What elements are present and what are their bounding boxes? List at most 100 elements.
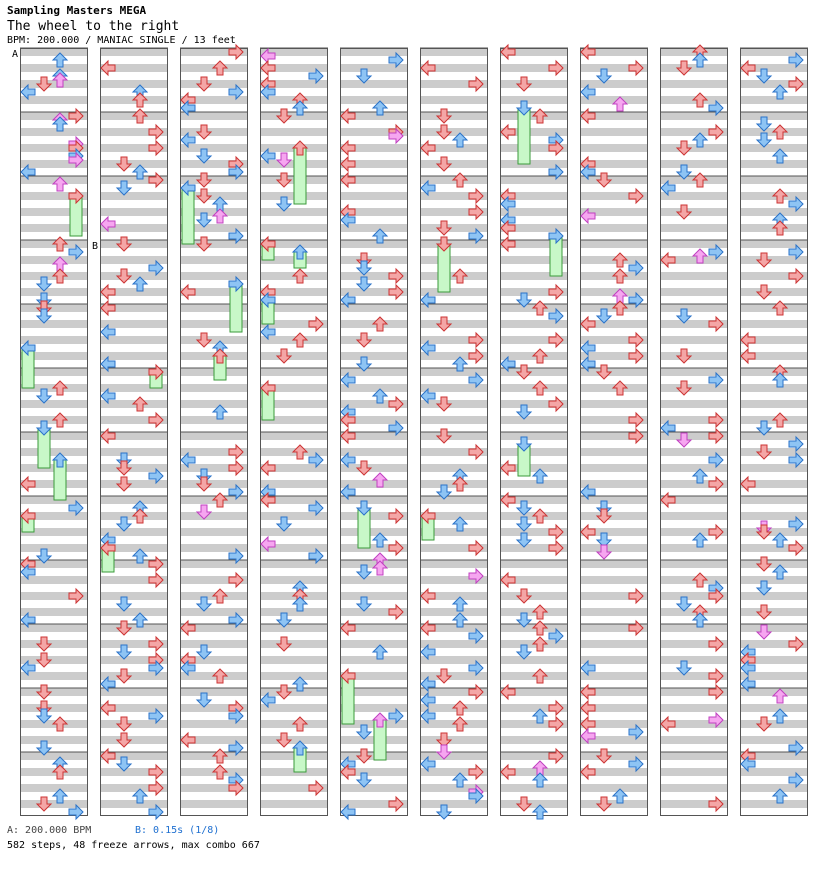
arrow-left-icon (340, 803, 356, 821)
beat-stripe (260, 784, 328, 792)
beat-stripe (260, 400, 328, 408)
arrow-up-icon (291, 676, 309, 692)
beat-stripe (420, 256, 488, 264)
arrow-up-icon (211, 492, 229, 508)
arrow-up-icon (771, 300, 789, 316)
beat-stripe (20, 736, 88, 744)
arrow-down-icon (275, 172, 293, 188)
beat-stripe (420, 304, 488, 312)
arrow-down-icon (355, 68, 373, 84)
arrow-down-icon (355, 460, 373, 476)
arrow-right-icon (548, 163, 564, 181)
beat-stripe (100, 384, 168, 392)
beat-stripe (20, 784, 88, 792)
chart-column (740, 48, 808, 816)
chart-column (260, 48, 328, 816)
beat-stripe (180, 432, 248, 440)
arrow-right-icon (228, 275, 244, 293)
arrow-left-icon (420, 139, 436, 157)
arrow-left-icon (20, 611, 36, 629)
arrow-up-icon (691, 612, 709, 628)
arrow-up-icon (291, 140, 309, 156)
arrow-left-icon (420, 619, 436, 637)
arrow-down-icon (595, 172, 613, 188)
arrow-up-icon (531, 300, 549, 316)
arrow-left-icon (660, 251, 676, 269)
beat-stripe (100, 320, 168, 328)
beat-stripe (100, 800, 168, 808)
arrow-left-icon (500, 43, 516, 61)
arrow-left-icon (340, 619, 356, 637)
beat-stripe (20, 640, 88, 648)
arrow-up-icon (451, 772, 469, 788)
beat-stripe (180, 416, 248, 424)
beat-stripe (100, 528, 168, 536)
beat-stripe (180, 128, 248, 136)
arrow-right-icon (548, 283, 564, 301)
beat-stripe (180, 640, 248, 648)
arrow-up-icon (531, 380, 549, 396)
arrow-up-icon (371, 388, 389, 404)
beat-stripe (100, 480, 168, 488)
arrow-right-icon (388, 419, 404, 437)
beat-stripe (20, 144, 88, 152)
arrow-down-icon (195, 188, 213, 204)
step-chart: A B (12, 43, 808, 821)
beat-stripe (420, 784, 488, 792)
arrow-left-icon (260, 291, 276, 309)
beat-stripe (20, 336, 88, 344)
arrow-right-icon (548, 523, 564, 541)
arrow-up-icon (51, 380, 69, 396)
arrow-up-icon (531, 108, 549, 124)
beat-stripe (260, 208, 328, 216)
arrow-right-icon (708, 243, 724, 261)
arrow-right-icon (468, 627, 484, 645)
arrow-down-icon (435, 804, 453, 820)
arrow-down-icon (115, 180, 133, 196)
chart-stats: 582 steps, 48 freeze arrows, max combo 6… (7, 840, 260, 851)
beat-stripe (660, 752, 728, 760)
arrow-right-icon (548, 539, 564, 557)
marker-b: B (92, 241, 98, 252)
beat-stripe (580, 128, 648, 136)
beat-stripe (340, 176, 408, 184)
arrow-down-icon (195, 504, 213, 520)
arrow-down-icon (115, 476, 133, 492)
arrow-down-icon (675, 380, 693, 396)
arrow-left-icon (580, 355, 596, 373)
beat-stripe (100, 672, 168, 680)
beat-stripe (740, 256, 808, 264)
arrow-up-icon (291, 596, 309, 612)
beat-stripe (420, 320, 488, 328)
beat-stripe (660, 352, 728, 360)
arrow-right-icon (148, 467, 164, 485)
beat-stripe (580, 480, 648, 488)
beat-stripe (100, 624, 168, 632)
beat-stripe (500, 752, 568, 760)
beat-stripe (20, 368, 88, 376)
arrow-left-icon (340, 107, 356, 125)
arrow-left-icon (580, 83, 596, 101)
arrow-up-icon (771, 532, 789, 548)
arrow-up-icon (771, 788, 789, 804)
arrow-left-icon (340, 411, 356, 429)
arrow-right-icon (708, 523, 724, 541)
beat-stripe (100, 768, 168, 776)
arrow-down-icon (755, 556, 773, 572)
beat-stripe (340, 48, 408, 56)
freeze-arrow-icon (293, 147, 307, 205)
arrow-down-icon (675, 204, 693, 220)
arrow-up-icon (51, 268, 69, 284)
arrow-down-icon (675, 432, 693, 448)
beat-stripe (660, 496, 728, 504)
arrow-right-icon (228, 571, 244, 589)
arrow-right-icon (548, 307, 564, 325)
beat-stripe (180, 528, 248, 536)
arrow-right-icon (468, 347, 484, 365)
arrow-up-icon (771, 148, 789, 164)
arrow-down-icon (755, 604, 773, 620)
arrow-left-icon (580, 163, 596, 181)
beat-stripe (420, 416, 488, 424)
beat-stripe (740, 704, 808, 712)
beat-stripe (580, 544, 648, 552)
